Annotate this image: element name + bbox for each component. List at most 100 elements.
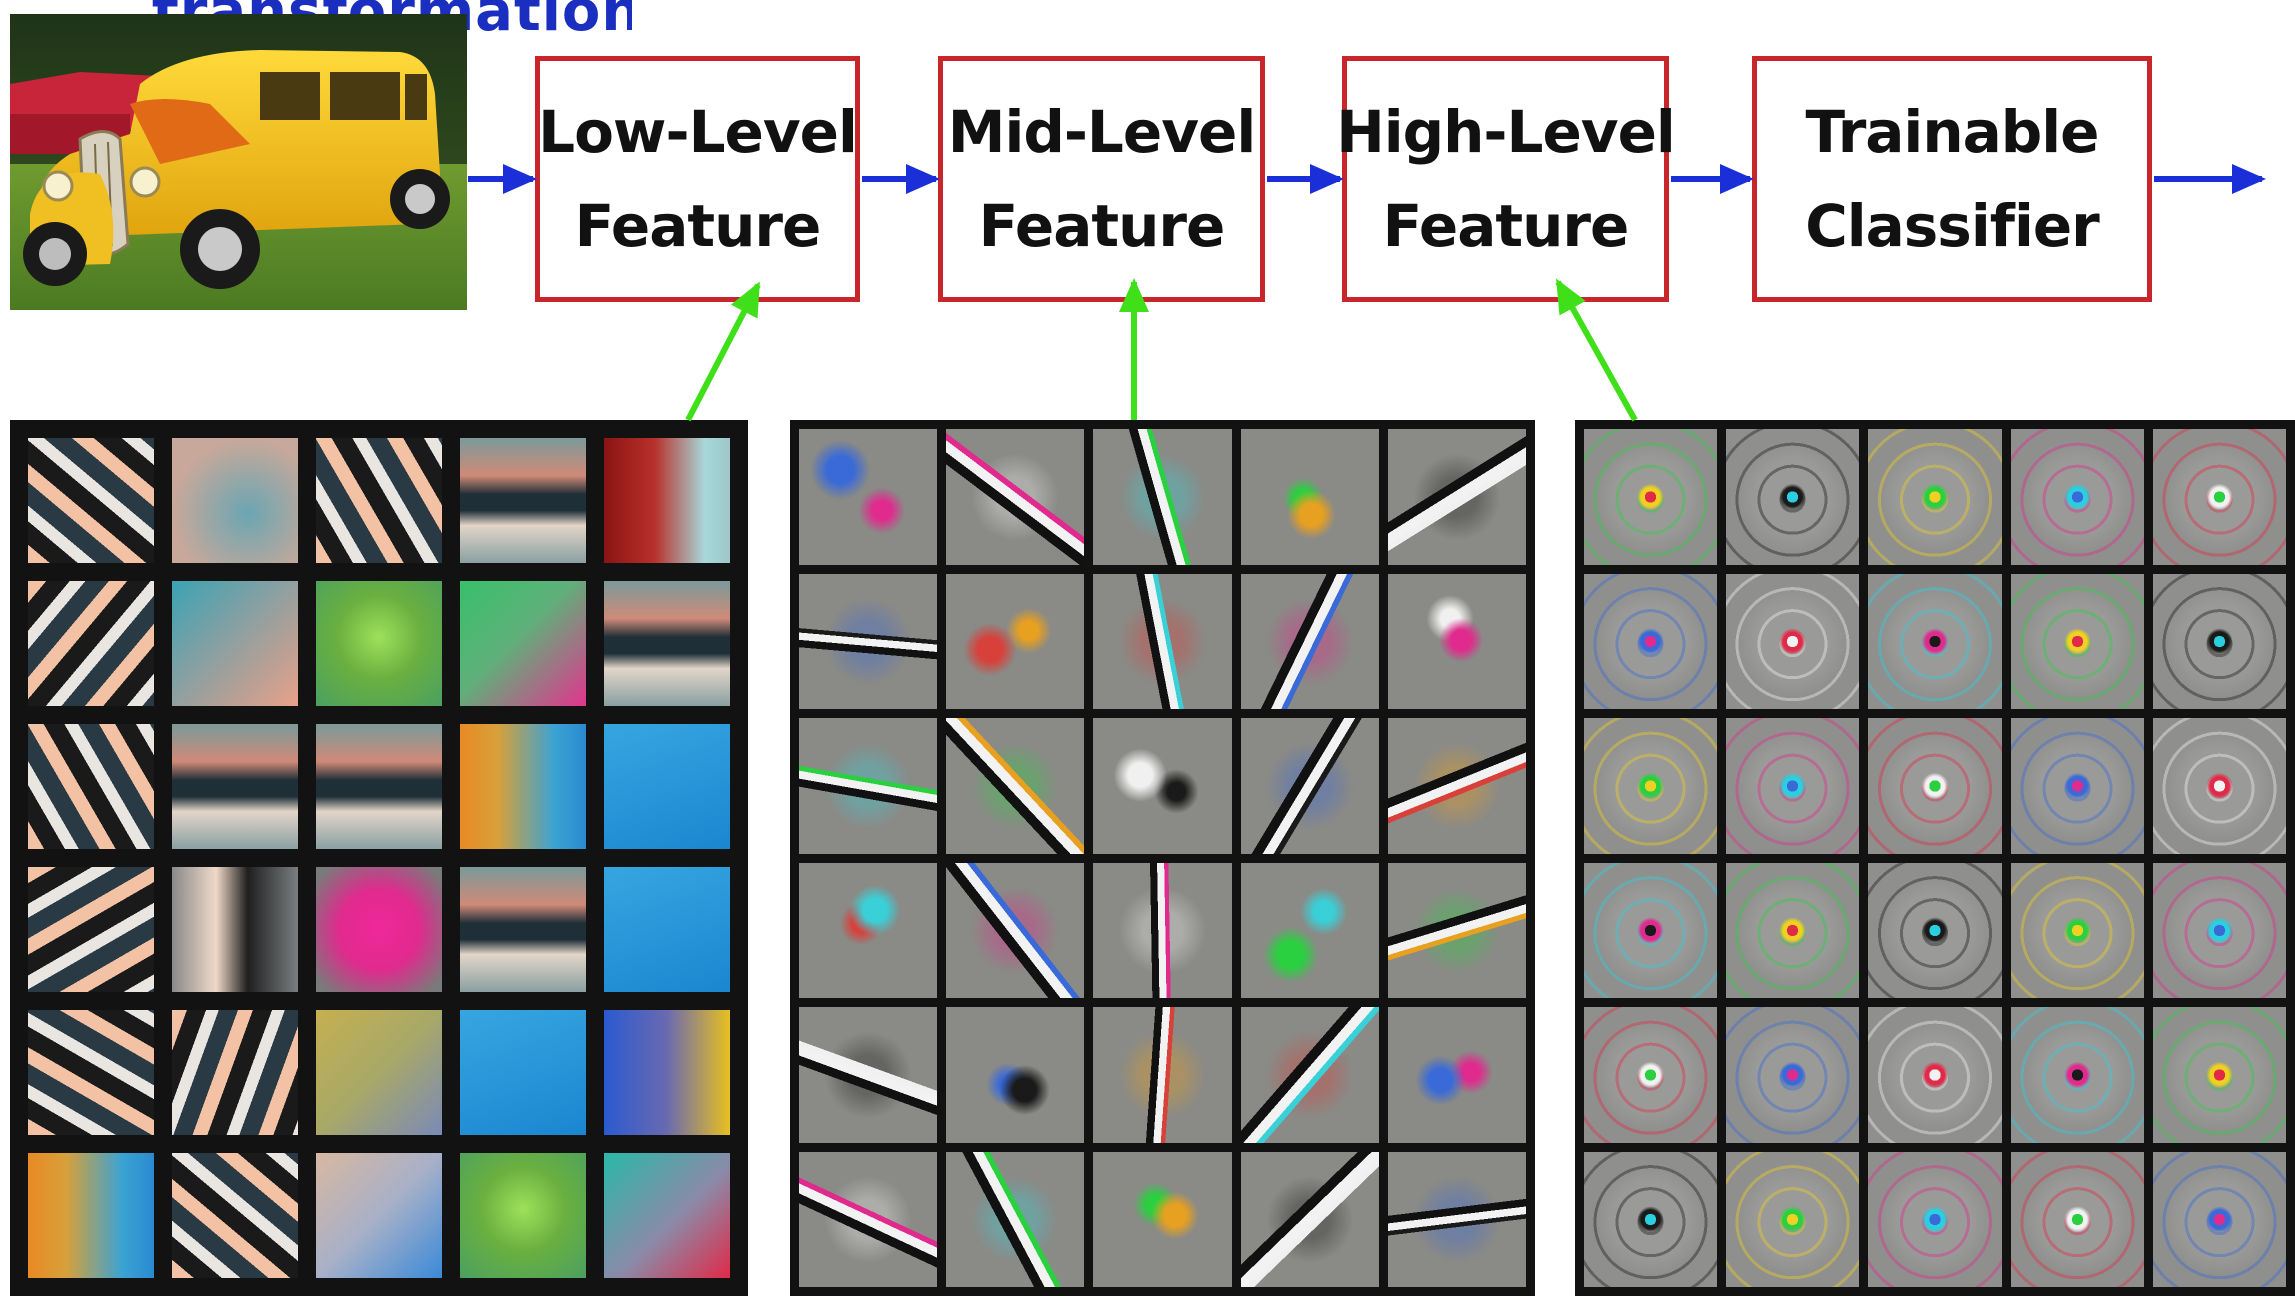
filter-thumbnail bbox=[1240, 1007, 1379, 1143]
box-label-line2: Feature bbox=[574, 192, 822, 260]
filter-thumbnail bbox=[799, 718, 938, 854]
filter-thumbnail bbox=[1584, 1151, 1718, 1287]
filter-thumbnail bbox=[316, 1153, 442, 1278]
filter-thumbnail bbox=[2010, 1007, 2144, 1143]
filter-thumbnail bbox=[28, 867, 154, 992]
box-label-line1: Low-Level bbox=[538, 98, 858, 166]
filter-thumbnail bbox=[2010, 429, 2144, 565]
filter-thumbnail bbox=[946, 718, 1085, 854]
filter-thumbnail bbox=[1240, 1151, 1379, 1287]
box-label-line1: Mid-Level bbox=[947, 98, 1257, 166]
filter-thumbnail bbox=[1387, 862, 1526, 998]
filter-thumbnail bbox=[1387, 573, 1526, 709]
filter-thumbnail bbox=[460, 867, 586, 992]
filter-thumbnail bbox=[604, 724, 730, 849]
filter-thumbnail bbox=[946, 429, 1085, 565]
filter-thumbnail bbox=[1584, 718, 1718, 854]
filter-thumbnail bbox=[2152, 429, 2286, 565]
filter-thumbnail bbox=[604, 1010, 730, 1135]
filter-thumbnail bbox=[799, 862, 938, 998]
filter-thumbnail bbox=[2010, 718, 2144, 854]
filter-thumbnail bbox=[1584, 429, 1718, 565]
filter-thumbnail bbox=[172, 581, 298, 706]
filter-thumbnail bbox=[316, 1010, 442, 1135]
filter-thumbnail bbox=[604, 581, 730, 706]
filter-thumbnail bbox=[28, 581, 154, 706]
filter-thumbnail bbox=[2152, 1007, 2286, 1143]
filter-thumbnail bbox=[172, 867, 298, 992]
filter-thumbnail bbox=[172, 1153, 298, 1278]
low-level-feature-box: Low-Level Feature bbox=[535, 56, 860, 302]
filter-thumbnail bbox=[946, 1007, 1085, 1143]
filter-thumbnail bbox=[1726, 429, 1860, 565]
filter-thumbnail bbox=[799, 429, 938, 565]
box-label-line2: Feature bbox=[1382, 192, 1630, 260]
filter-thumbnail bbox=[1868, 429, 2002, 565]
filter-thumbnail bbox=[946, 862, 1085, 998]
box-label-line1: High-Level bbox=[1336, 98, 1676, 166]
filter-thumbnail bbox=[1240, 429, 1379, 565]
filter-thumbnail bbox=[1726, 862, 1860, 998]
filter-thumbnail bbox=[604, 1153, 730, 1278]
filter-thumbnail bbox=[1387, 718, 1526, 854]
trainable-classifier-box: Trainable Classifier bbox=[1752, 56, 2152, 302]
filter-thumbnail bbox=[172, 438, 298, 563]
filter-thumbnail bbox=[1093, 429, 1232, 565]
filter-thumbnail bbox=[1726, 573, 1860, 709]
filter-thumbnail bbox=[1240, 573, 1379, 709]
filter-thumbnail bbox=[1868, 573, 2002, 709]
filter-thumbnail bbox=[460, 724, 586, 849]
filter-thumbnail bbox=[172, 1010, 298, 1135]
box-label-line2: Classifier bbox=[1805, 192, 2100, 260]
filter-thumbnail bbox=[460, 438, 586, 563]
filter-thumbnail bbox=[1868, 1151, 2002, 1287]
input-car-image bbox=[10, 14, 467, 310]
filter-thumbnail bbox=[460, 1010, 586, 1135]
filter-thumbnail bbox=[1584, 1007, 1718, 1143]
mid-level-feature-box: Mid-Level Feature bbox=[938, 56, 1265, 302]
filter-thumbnail bbox=[1868, 718, 2002, 854]
filter-thumbnail bbox=[1093, 718, 1232, 854]
filter-thumbnail bbox=[2010, 1151, 2144, 1287]
filter-thumbnail bbox=[1726, 1151, 1860, 1287]
filter-thumbnail bbox=[1387, 1007, 1526, 1143]
filter-thumbnail bbox=[460, 581, 586, 706]
filter-thumbnail bbox=[316, 581, 442, 706]
filter-thumbnail bbox=[1584, 573, 1718, 709]
filter-thumbnail bbox=[1240, 718, 1379, 854]
box-label-line1: Trainable bbox=[1805, 98, 2100, 166]
filter-thumbnail bbox=[28, 724, 154, 849]
high-level-filters-panel bbox=[1575, 420, 2295, 1296]
low-level-filters-panel bbox=[10, 420, 748, 1296]
filter-thumbnail bbox=[946, 573, 1085, 709]
filter-thumbnail bbox=[28, 438, 154, 563]
filter-thumbnail bbox=[1093, 1151, 1232, 1287]
filter-thumbnail bbox=[316, 867, 442, 992]
filter-thumbnail bbox=[1093, 573, 1232, 709]
filter-thumbnail bbox=[799, 1151, 938, 1287]
filter-thumbnail bbox=[2152, 1151, 2286, 1287]
filter-thumbnail bbox=[2010, 862, 2144, 998]
feature-link-arrow bbox=[685, 281, 761, 422]
filter-thumbnail bbox=[2152, 862, 2286, 998]
filter-thumbnail bbox=[1726, 718, 1860, 854]
filter-thumbnail bbox=[1387, 429, 1526, 565]
filter-thumbnail bbox=[1093, 862, 1232, 998]
mid-level-filters-panel bbox=[790, 420, 1535, 1296]
filter-thumbnail bbox=[28, 1153, 154, 1278]
feature-link-arrow bbox=[1555, 278, 1638, 422]
filter-thumbnail bbox=[799, 1007, 938, 1143]
filter-thumbnail bbox=[799, 573, 938, 709]
filter-thumbnail bbox=[1584, 862, 1718, 998]
filter-thumbnail bbox=[460, 1153, 586, 1278]
high-level-feature-box: High-Level Feature bbox=[1336, 56, 1676, 302]
filter-thumbnail bbox=[1093, 1007, 1232, 1143]
box-label-line2: Feature bbox=[978, 192, 1226, 260]
filter-thumbnail bbox=[604, 867, 730, 992]
filter-thumbnail bbox=[1868, 1007, 2002, 1143]
filter-thumbnail bbox=[604, 438, 730, 563]
filter-thumbnail bbox=[946, 1151, 1085, 1287]
filter-thumbnail bbox=[316, 724, 442, 849]
